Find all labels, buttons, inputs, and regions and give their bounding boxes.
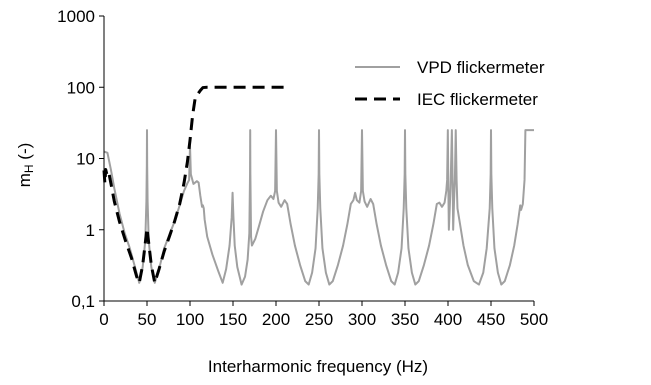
y-tick-label: 100 bbox=[67, 78, 95, 97]
legend: VPD flickermeter IEC flickermeter bbox=[355, 58, 545, 109]
x-tick-label: 500 bbox=[520, 310, 548, 329]
svg-text:mH (-): mH (-) bbox=[15, 143, 36, 188]
x-tick-label: 200 bbox=[262, 310, 290, 329]
y-axis-title: mH (-) bbox=[15, 143, 36, 188]
legend-item-vpd: VPD flickermeter bbox=[355, 58, 545, 77]
x-tick-label: 50 bbox=[138, 310, 157, 329]
x-axis-ticks: 0 50 100 150 200 250 300 350 400 450 500 bbox=[99, 301, 548, 329]
x-tick-label: 100 bbox=[176, 310, 204, 329]
y-tick-label: 1000 bbox=[57, 7, 95, 26]
y-axis-title-subscript: H bbox=[22, 164, 36, 173]
series-layer bbox=[102, 85, 534, 286]
x-axis-title: Interharmonic frequency (Hz) bbox=[208, 357, 428, 376]
x-tick-label: 250 bbox=[305, 310, 333, 329]
y-axis-title-suffix: (-) bbox=[15, 143, 34, 165]
x-tick-label: 450 bbox=[477, 310, 505, 329]
y-axis-title-main: m bbox=[15, 173, 34, 187]
legend-label-vpd: VPD flickermeter bbox=[417, 58, 545, 77]
x-tick-label: 0 bbox=[99, 310, 108, 329]
legend-label-iec: IEC flickermeter bbox=[417, 90, 538, 109]
y-tick-label: 10 bbox=[76, 150, 95, 169]
y-tick-label: 1 bbox=[86, 221, 95, 240]
x-tick-label: 350 bbox=[391, 310, 419, 329]
x-tick-label: 400 bbox=[434, 310, 462, 329]
legend-item-iec: IEC flickermeter bbox=[355, 90, 538, 109]
x-tick-label: 150 bbox=[219, 310, 247, 329]
series-line-vpd bbox=[103, 129, 534, 286]
y-tick-label: 0,1 bbox=[71, 292, 95, 311]
y-axis-ticks: 0,1 1 10 100 1000 bbox=[57, 7, 104, 311]
series-line-iec bbox=[102, 85, 287, 285]
x-tick-label: 300 bbox=[348, 310, 376, 329]
